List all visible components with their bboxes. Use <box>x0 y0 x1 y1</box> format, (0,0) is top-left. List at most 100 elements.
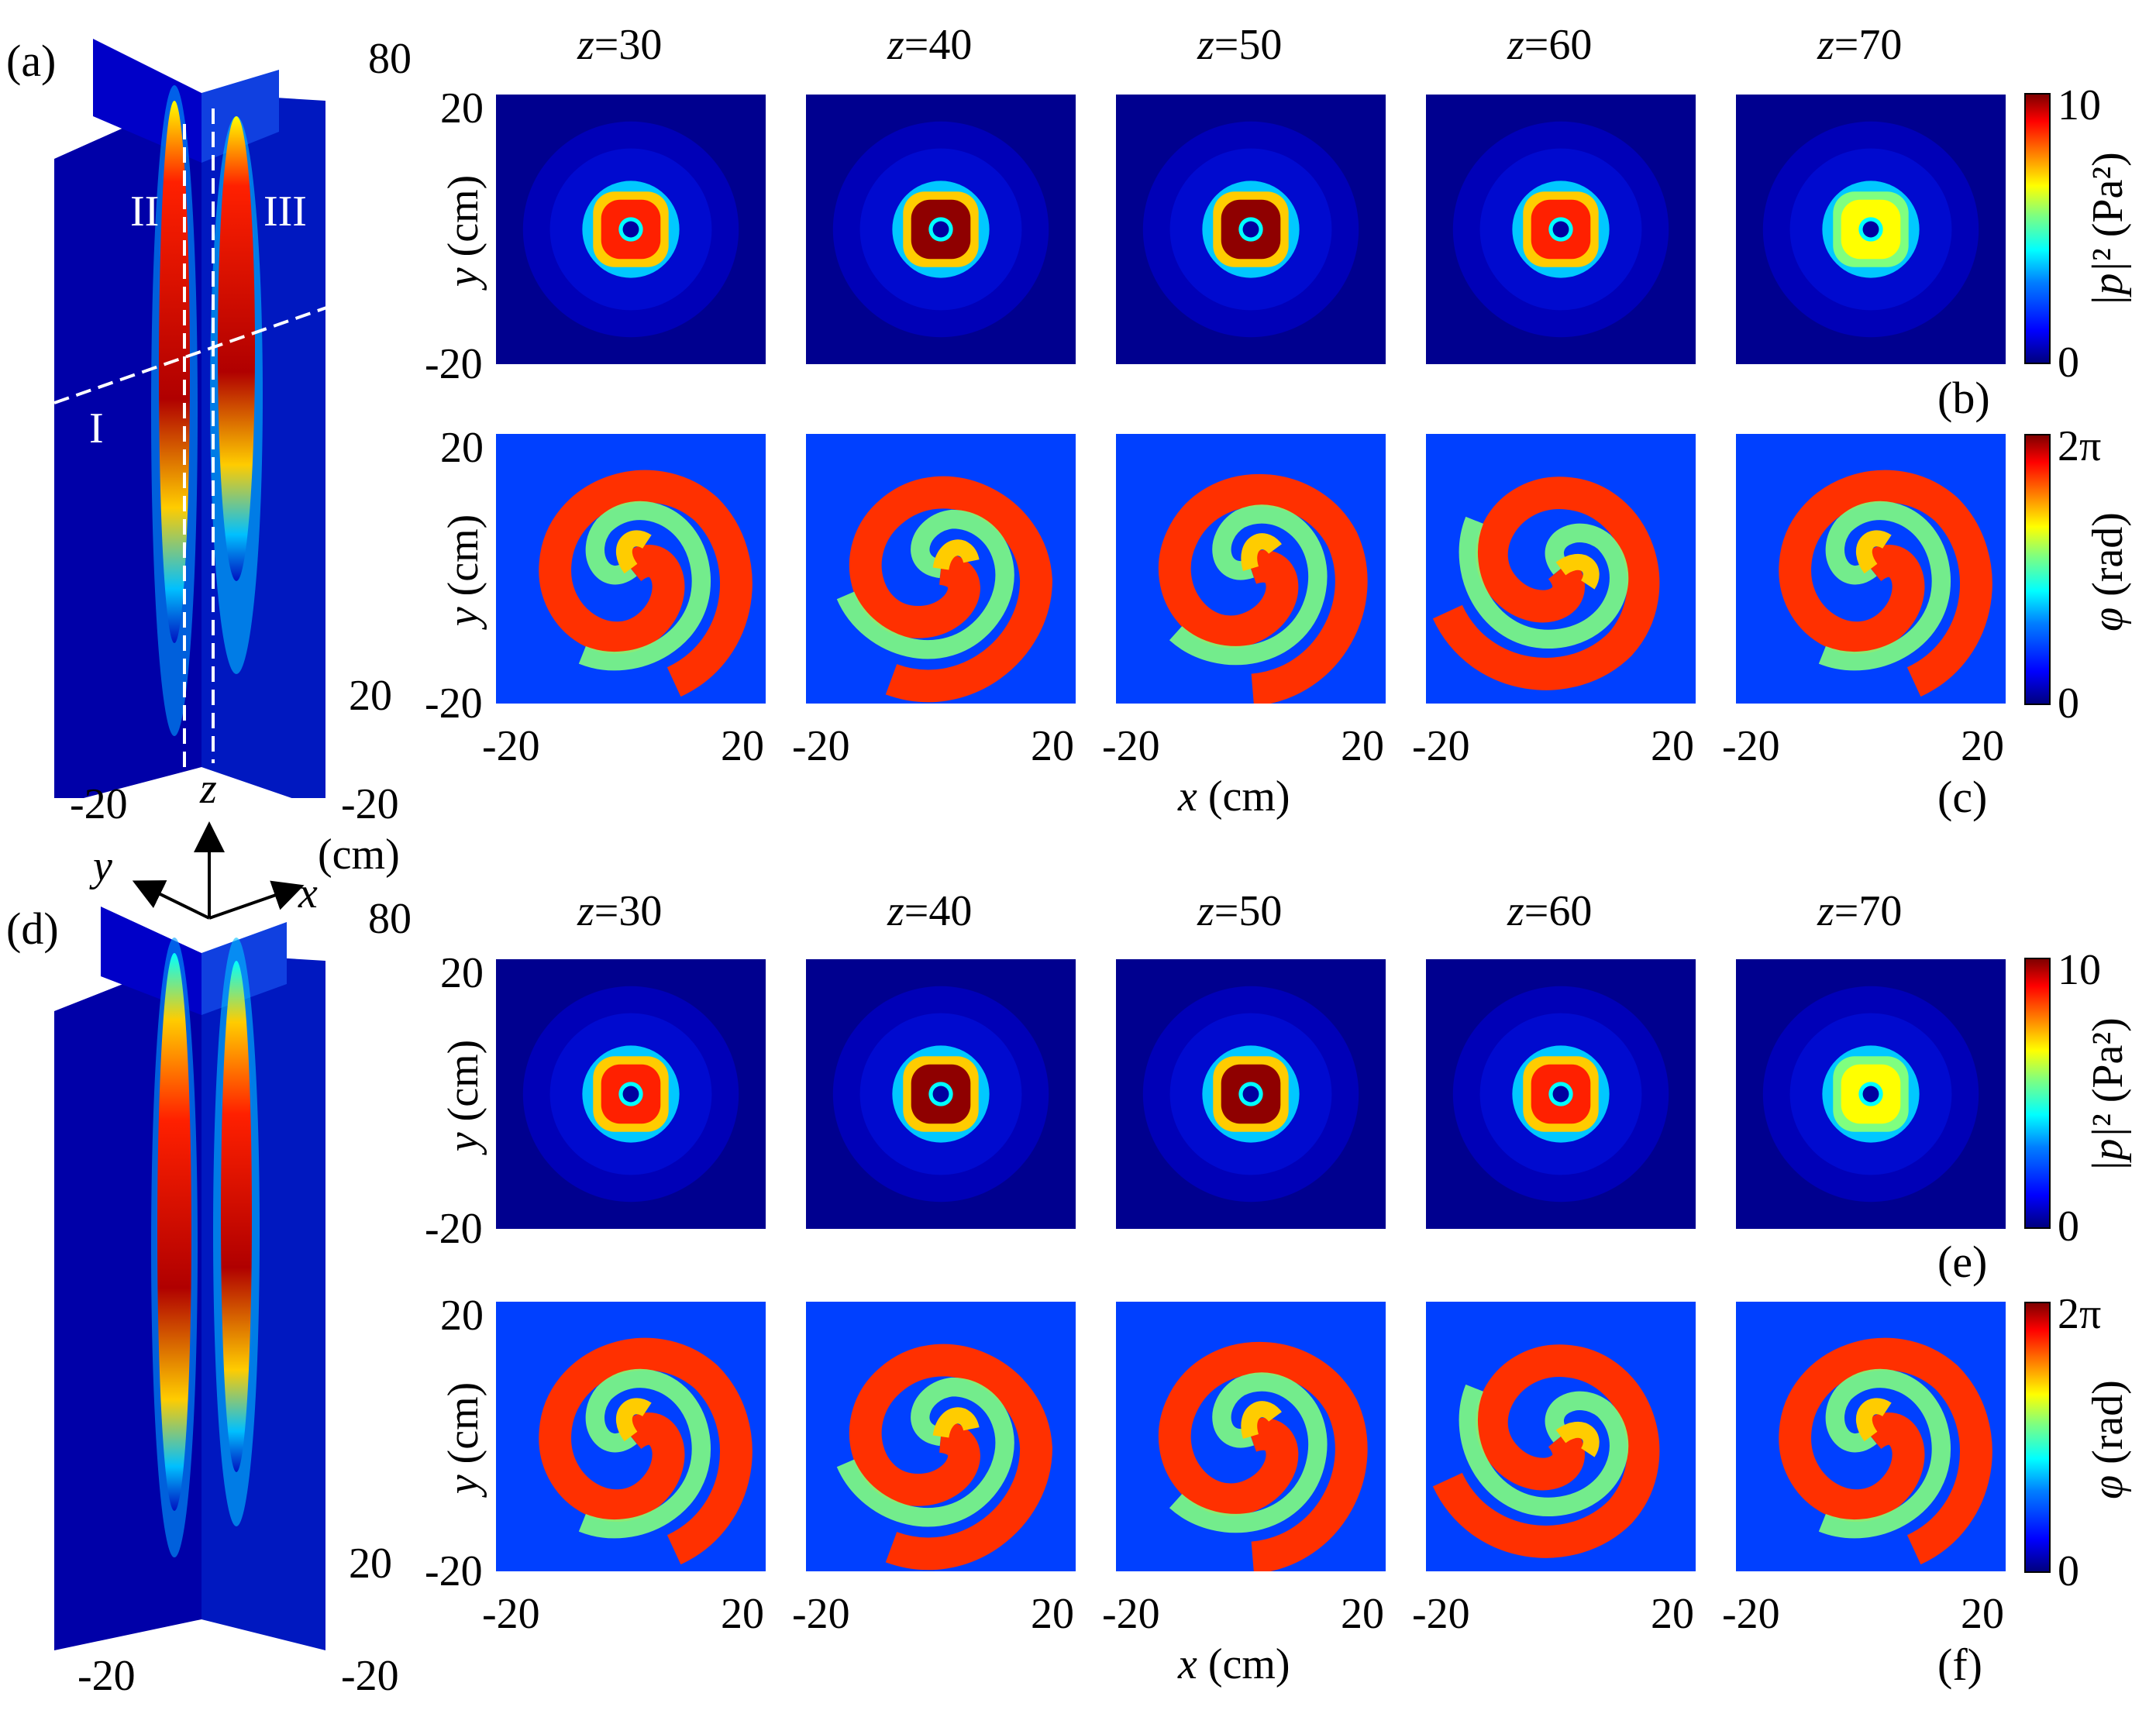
intensity-panel-b-4 <box>1426 95 1696 364</box>
ytick-min-e: -20 <box>425 1205 483 1253</box>
phase-panel-c-3 <box>1116 434 1386 704</box>
cbar-c-min: 0 <box>2058 680 2079 728</box>
colorbar-intensity-b <box>2024 93 2051 364</box>
ytick-min-b: -20 <box>425 340 483 388</box>
phase-panel-f-3 <box>1116 1302 1386 1571</box>
y-end-label-a: -20 <box>70 780 128 828</box>
colorbar-intensity-e <box>2024 958 2051 1229</box>
xtick-min-c-4: -20 <box>1412 722 1470 770</box>
region-label-III: III <box>263 188 307 236</box>
xtick-max-f-1: 20 <box>721 1590 764 1638</box>
z-header-bottom-4: z=60 <box>1507 887 1593 935</box>
colorbar-phase-f <box>2024 1302 2051 1573</box>
xtick-max-c-4: 20 <box>1651 722 1694 770</box>
z-header-top-2: z=40 <box>887 21 973 69</box>
panel-label-e: (e) <box>1937 1237 1988 1287</box>
cbar-b-min: 0 <box>2058 339 2079 387</box>
x-axis-title-f: x (cm) <box>1178 1640 1290 1688</box>
y-axis-title-f: y (cm) <box>439 1382 487 1495</box>
view3d-bottom <box>46 907 372 1650</box>
axis-y-label: y <box>93 842 112 890</box>
z-header-bottom-1: z=30 <box>577 887 663 935</box>
region-label-I: I <box>89 404 104 452</box>
cbar-f-title: φ (rad) <box>2084 1380 2132 1499</box>
phase-panel-f-4 <box>1426 1302 1696 1571</box>
intensity-panel-b-5 <box>1736 95 2006 364</box>
z-header-bottom-5: z=70 <box>1817 887 1903 935</box>
intensity-panel-b-1 <box>496 95 766 364</box>
axis-z-label: z <box>200 765 217 813</box>
xtick-min-f-5: -20 <box>1722 1590 1780 1638</box>
intensity-panel-e-2 <box>806 959 1076 1229</box>
region-label-II: II <box>130 188 160 236</box>
ytick-min-c: -20 <box>425 680 483 728</box>
unit-label: (cm) <box>318 831 400 879</box>
cbar-e-min: 0 <box>2058 1203 2079 1251</box>
intensity-panel-e-5 <box>1736 959 2006 1229</box>
phase-panel-c-4 <box>1426 434 1696 704</box>
intensity-panel-b-2 <box>806 95 1076 364</box>
colorbar-phase-c <box>2024 434 2051 705</box>
xtick-min-f-4: -20 <box>1412 1590 1470 1638</box>
cbar-c-title: φ (rad) <box>2084 512 2132 631</box>
panel-label-d: (d) <box>6 903 59 954</box>
xtick-min-c-3: -20 <box>1102 722 1160 770</box>
cbar-b-max: 10 <box>2058 81 2101 129</box>
z-top-label-d: 80 <box>368 895 412 943</box>
ytick-min-f: -20 <box>425 1547 483 1595</box>
x-end-label-a: -20 <box>341 780 399 828</box>
phase-panel-f-1 <box>496 1302 766 1571</box>
xtick-max-f-2: 20 <box>1031 1590 1074 1638</box>
z-top-label-a: 80 <box>368 35 412 83</box>
intensity-panel-e-1 <box>496 959 766 1229</box>
x-axis-title-c: x (cm) <box>1178 772 1290 821</box>
z-header-bottom-3: z=50 <box>1197 887 1283 935</box>
x-end-label-d: -20 <box>341 1652 399 1700</box>
panel-label-c: (c) <box>1937 772 1988 822</box>
xtick-min-f-2: -20 <box>792 1590 850 1638</box>
xtick-max-f-4: 20 <box>1651 1590 1694 1638</box>
xtick-max-f-3: 20 <box>1341 1590 1384 1638</box>
axis-triad <box>132 806 333 930</box>
cbar-f-min: 0 <box>2058 1547 2079 1595</box>
view3d-top <box>46 39 372 810</box>
xtick-max-c-2: 20 <box>1031 722 1074 770</box>
z-header-bottom-2: z=40 <box>887 887 973 935</box>
intensity-panel-e-3 <box>1116 959 1386 1229</box>
z-header-top-5: z=70 <box>1817 21 1903 69</box>
panel-label-a: (a) <box>6 36 57 86</box>
y-end-label-d: -20 <box>77 1652 136 1700</box>
cbar-c-max: 2π <box>2058 422 2102 470</box>
phase-panel-c-5 <box>1736 434 2006 704</box>
cbar-e-title: |p|² (Pa²) <box>2084 1017 2132 1172</box>
axis-x-label: x <box>298 869 318 917</box>
phase-panel-f-2 <box>806 1302 1076 1571</box>
xtick-min-f-1: -20 <box>482 1590 540 1638</box>
phase-panel-c-1 <box>496 434 766 704</box>
xtick-min-c-1: -20 <box>482 722 540 770</box>
panel-label-b: (b) <box>1937 373 1990 423</box>
phase-panel-c-2 <box>806 434 1076 704</box>
intensity-panel-b-3 <box>1116 95 1386 364</box>
intensity-panel-e-4 <box>1426 959 1696 1229</box>
y-axis-title-c: y (cm) <box>439 514 487 627</box>
xtick-max-c-5: 20 <box>1961 722 2004 770</box>
z-header-top-4: z=60 <box>1507 21 1593 69</box>
xtick-max-f-5: 20 <box>1961 1590 2004 1638</box>
xtick-min-c-2: -20 <box>792 722 850 770</box>
cbar-e-max: 10 <box>2058 946 2101 994</box>
z-header-top-3: z=50 <box>1197 21 1283 69</box>
phase-panel-f-5 <box>1736 1302 2006 1571</box>
xtick-max-c-1: 20 <box>721 722 764 770</box>
ytick-max-c: 20 <box>440 424 484 472</box>
panel-label-f: (f) <box>1937 1640 1982 1690</box>
cbar-b-title: |p|² (Pa²) <box>2084 152 2132 307</box>
ytick-max-f: 20 <box>440 1292 484 1340</box>
xtick-min-f-3: -20 <box>1102 1590 1160 1638</box>
y-axis-title-e: y (cm) <box>439 1039 487 1152</box>
z-mid-label-d: 20 <box>349 1540 392 1588</box>
ytick-max-e: 20 <box>440 949 484 997</box>
cbar-f-max: 2π <box>2058 1290 2102 1338</box>
z-mid-label-a: 20 <box>349 672 392 720</box>
ytick-max-b: 20 <box>440 84 484 132</box>
